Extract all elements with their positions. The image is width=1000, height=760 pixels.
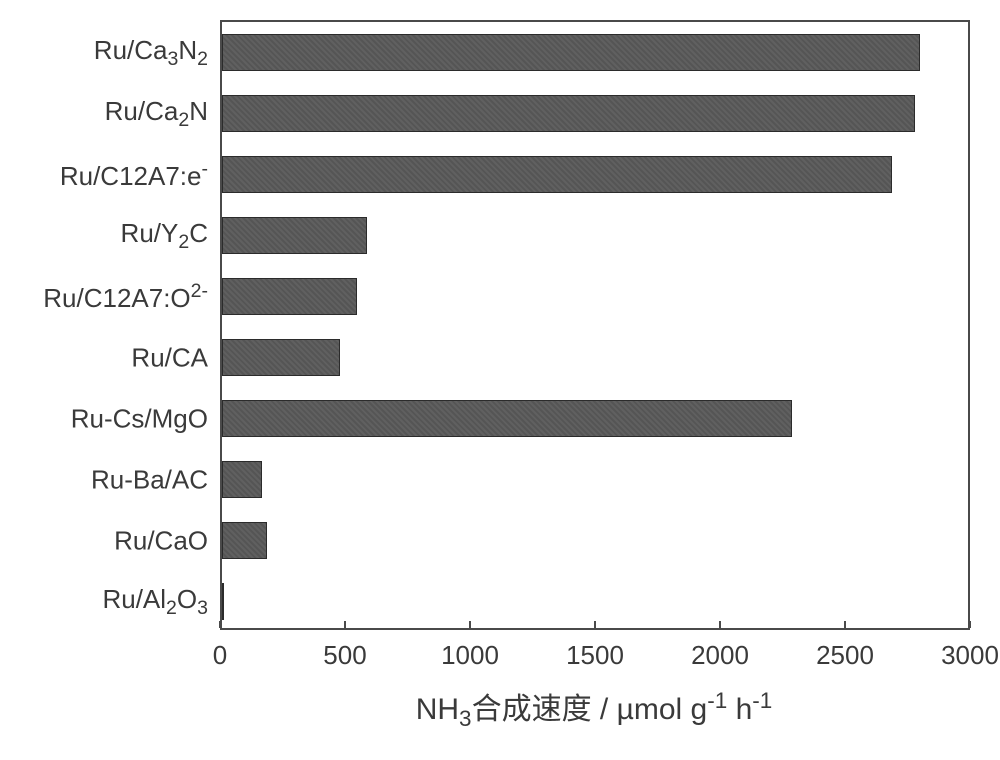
bar — [222, 34, 920, 72]
x-tick — [844, 621, 846, 628]
y-category-label: Ru-Cs/MgO — [71, 403, 220, 434]
x-tick-label: 1000 — [441, 640, 499, 671]
x-tick-label: 3000 — [941, 640, 999, 671]
x-tick — [969, 621, 971, 628]
y-category-label: Ru/C12A7:e- — [60, 158, 220, 192]
y-category-label: Ru/Ca3N2 — [94, 34, 220, 70]
x-tick — [219, 621, 221, 628]
x-axis-label: NH3合成速度 / µmol g-1 h-1 — [416, 684, 773, 732]
y-category-label: Ru/CA — [131, 342, 220, 373]
x-tick-label: 0 — [213, 640, 227, 671]
bar — [222, 217, 367, 255]
x-tick — [594, 621, 596, 628]
x-tick — [344, 621, 346, 628]
bar — [222, 522, 267, 560]
x-tick-label: 500 — [323, 640, 366, 671]
x-tick — [469, 621, 471, 628]
y-category-label: Ru-Ba/AC — [91, 464, 220, 495]
bar — [222, 278, 357, 316]
bar — [222, 461, 262, 499]
plot-area: Ru/Ca3N2Ru/Ca2NRu/C12A7:e-Ru/Y2CRu/C12A7… — [220, 20, 970, 630]
bar — [222, 400, 792, 438]
x-tick-label: 2500 — [816, 640, 874, 671]
y-category-label: Ru/Y2C — [121, 217, 220, 253]
x-tick-label: 1500 — [566, 640, 624, 671]
y-category-label: Ru/Ca2N — [105, 95, 220, 131]
x-tick — [719, 621, 721, 628]
bar — [222, 583, 224, 621]
y-category-label: Ru/CaO — [114, 525, 220, 556]
x-tick-label: 2000 — [691, 640, 749, 671]
bar — [222, 95, 915, 133]
bar — [222, 339, 340, 377]
y-category-label: Ru/C12A7:O2- — [43, 280, 220, 314]
y-category-label: Ru/Al2O3 — [102, 583, 220, 619]
bar — [222, 156, 892, 194]
